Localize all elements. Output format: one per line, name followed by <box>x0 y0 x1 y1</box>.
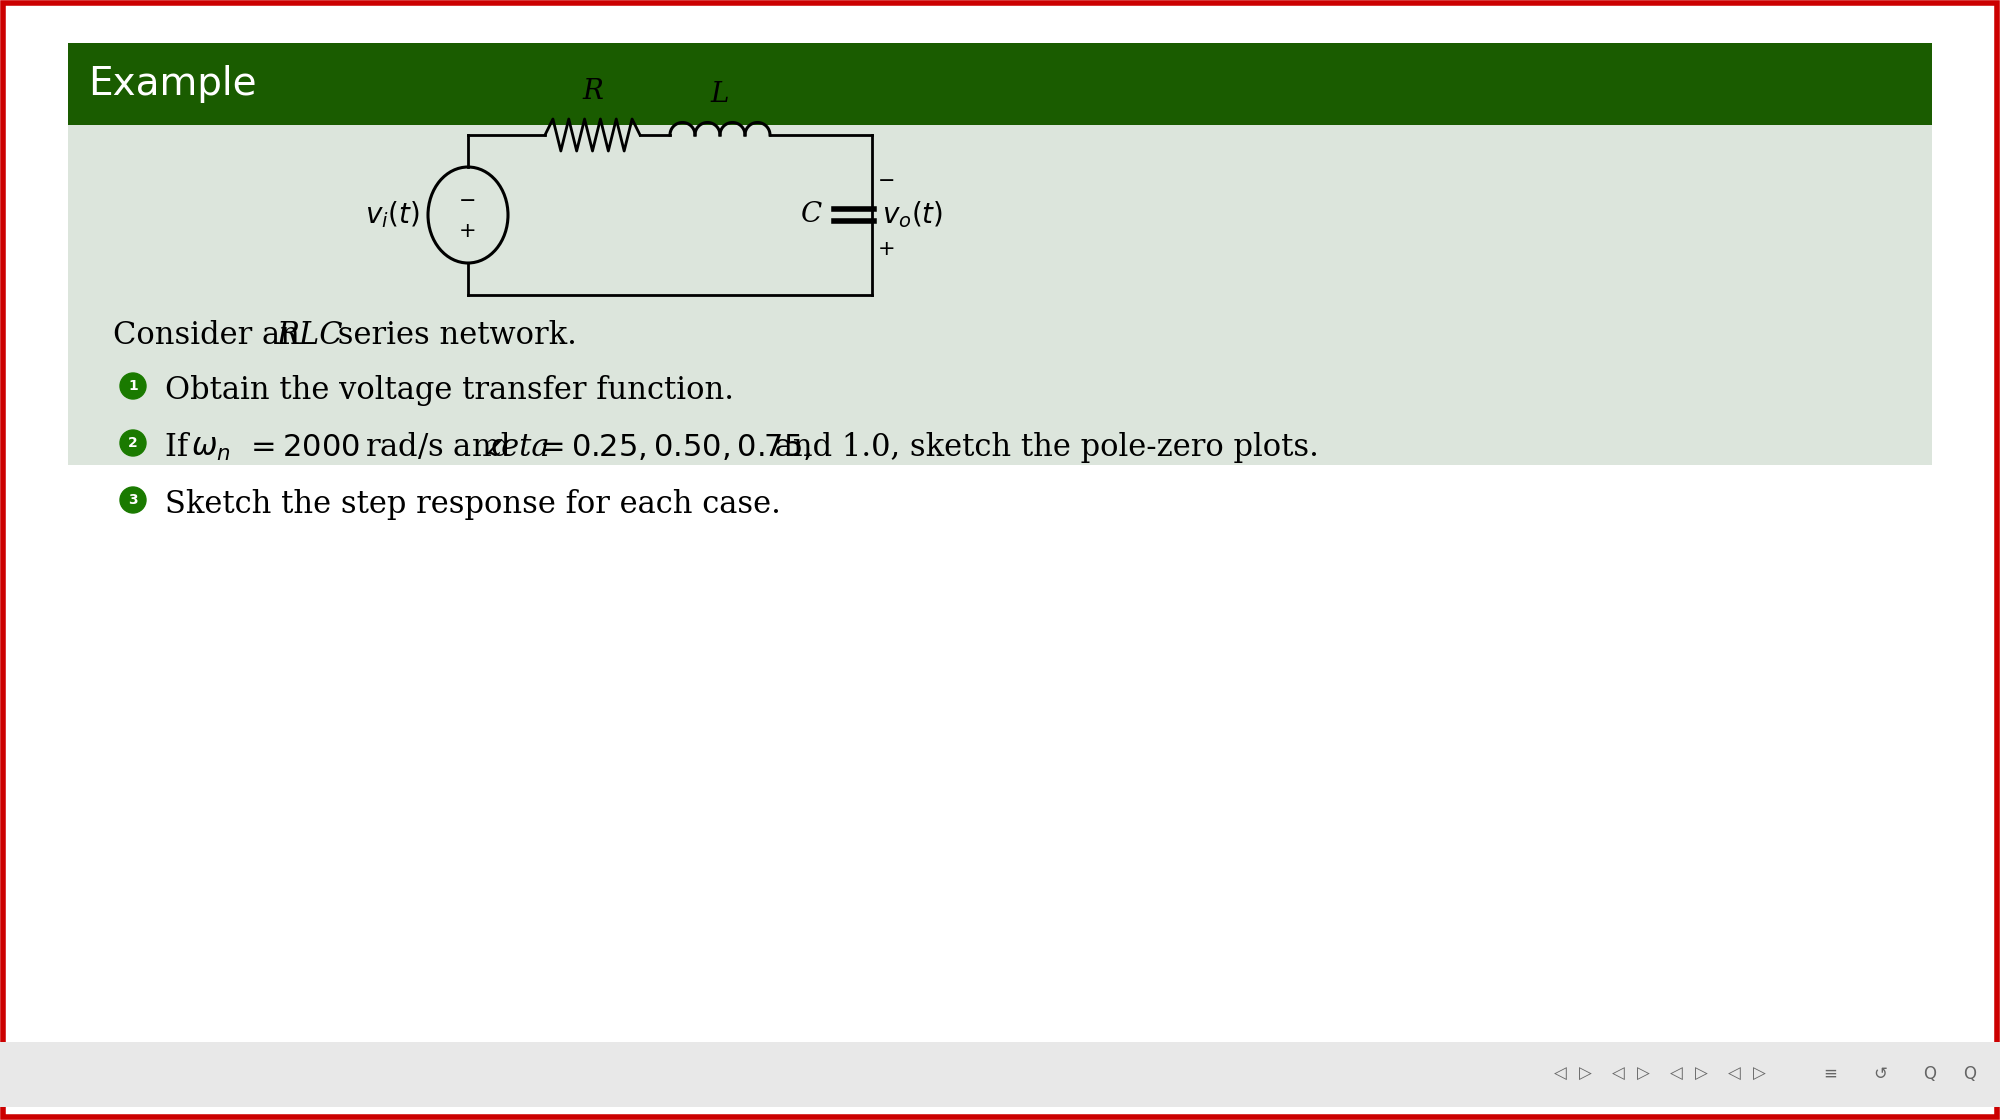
Text: $= 0.25, 0.50, 0.75,$: $= 0.25, 0.50, 0.75,$ <box>534 432 812 463</box>
Text: 1: 1 <box>128 379 138 393</box>
Text: ◁: ◁ <box>1670 1065 1682 1083</box>
FancyBboxPatch shape <box>0 1042 2000 1107</box>
Text: ◁: ◁ <box>1554 1065 1566 1083</box>
Circle shape <box>120 430 146 456</box>
Text: ▷: ▷ <box>1578 1065 1592 1083</box>
Text: Consider an: Consider an <box>112 320 310 351</box>
Text: ▷: ▷ <box>1636 1065 1650 1083</box>
Text: −: − <box>878 171 896 192</box>
Text: RLC: RLC <box>276 320 342 351</box>
Text: ▷: ▷ <box>1694 1065 1708 1083</box>
Text: series network.: series network. <box>328 320 576 351</box>
Text: Sketch the step response for each case.: Sketch the step response for each case. <box>164 489 780 520</box>
Text: +: + <box>878 239 896 259</box>
Text: $\omega_n$: $\omega_n$ <box>192 432 230 463</box>
Text: L: L <box>710 82 730 109</box>
Text: ▷: ▷ <box>1752 1065 1766 1083</box>
Circle shape <box>120 373 146 399</box>
Text: ↺: ↺ <box>1874 1065 1886 1083</box>
Text: $v_o(t)$: $v_o(t)$ <box>882 199 944 231</box>
Circle shape <box>120 487 146 513</box>
Text: $= 2000\,$rad/s and: $= 2000\,$rad/s and <box>244 432 512 463</box>
FancyBboxPatch shape <box>68 43 1932 465</box>
Text: ≡: ≡ <box>1824 1065 1836 1083</box>
Text: If: If <box>164 432 198 463</box>
Text: Obtain the voltage transfer function.: Obtain the voltage transfer function. <box>164 375 734 407</box>
Text: ◁: ◁ <box>1728 1065 1740 1083</box>
Text: Q: Q <box>1924 1065 1936 1083</box>
Text: Example: Example <box>88 65 256 103</box>
Text: 2: 2 <box>128 436 138 450</box>
Text: Q: Q <box>1964 1065 1976 1083</box>
Text: C: C <box>800 202 822 228</box>
Text: and 1.0, sketch the pole-zero plots.: and 1.0, sketch the pole-zero plots. <box>764 432 1318 463</box>
Text: R: R <box>582 78 602 105</box>
Text: 3: 3 <box>128 493 138 507</box>
Text: +: + <box>460 221 476 241</box>
Text: $v_i(t)$: $v_i(t)$ <box>366 199 420 231</box>
Text: ◁: ◁ <box>1612 1065 1624 1083</box>
Text: −: − <box>460 192 476 211</box>
FancyBboxPatch shape <box>68 43 1932 125</box>
Text: zeta: zeta <box>484 432 550 463</box>
